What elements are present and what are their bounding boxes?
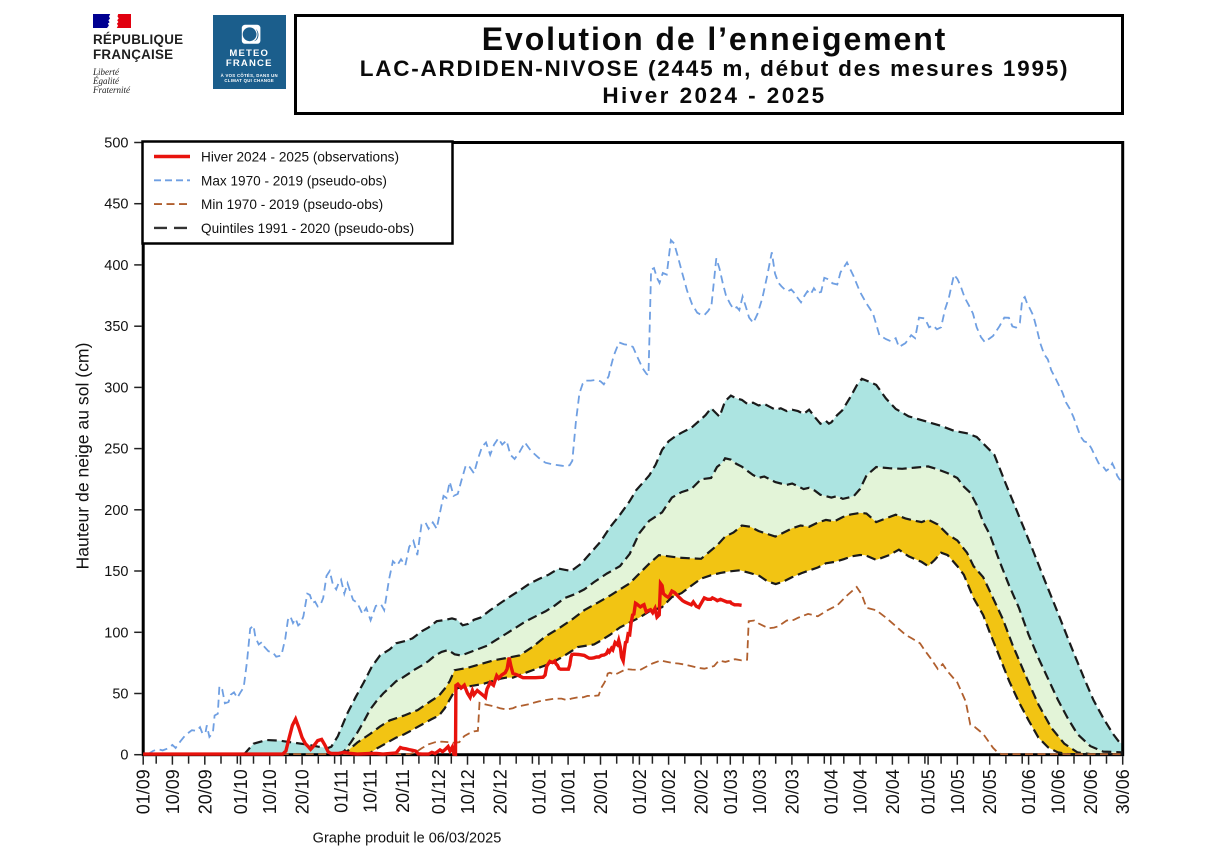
svg-text:200: 200 xyxy=(104,503,128,519)
svg-text:Min 1970 - 2019 (pseudo-obs): Min 1970 - 2019 (pseudo-obs) xyxy=(201,197,383,212)
svg-text:20/04: 20/04 xyxy=(883,769,903,814)
svg-text:01/01: 01/01 xyxy=(529,769,549,814)
svg-text:20/03: 20/03 xyxy=(782,769,802,814)
svg-text:01/09: 01/09 xyxy=(134,769,154,814)
svg-text:10/03: 10/03 xyxy=(750,769,770,814)
svg-text:20/01: 20/01 xyxy=(591,769,611,814)
svg-text:10/11: 10/11 xyxy=(361,769,381,813)
svg-text:01/12: 01/12 xyxy=(429,769,449,814)
svg-text:01/02: 01/02 xyxy=(630,769,650,814)
svg-text:01/06: 01/06 xyxy=(1019,769,1039,814)
svg-text:Hiver 2024 - 2025 (observation: Hiver 2024 - 2025 (observations) xyxy=(201,150,399,165)
svg-text:30/06: 30/06 xyxy=(1113,769,1133,814)
svg-text:Max 1970 - 2019 (pseudo-obs): Max 1970 - 2019 (pseudo-obs) xyxy=(201,173,387,188)
svg-text:20/06: 20/06 xyxy=(1081,769,1101,814)
svg-text:100: 100 xyxy=(104,625,128,641)
svg-text:10/04: 10/04 xyxy=(851,769,871,814)
svg-text:10/05: 10/05 xyxy=(948,769,968,814)
svg-text:150: 150 xyxy=(104,564,128,580)
svg-text:0: 0 xyxy=(120,748,128,764)
svg-text:20/05: 20/05 xyxy=(980,769,1000,814)
svg-text:250: 250 xyxy=(104,442,128,458)
svg-text:20/10: 20/10 xyxy=(293,769,313,814)
svg-text:20/11: 20/11 xyxy=(393,769,413,813)
svg-text:400: 400 xyxy=(104,258,128,274)
svg-text:450: 450 xyxy=(104,197,128,213)
svg-text:01/11: 01/11 xyxy=(332,769,352,813)
svg-text:10/02: 10/02 xyxy=(659,769,679,814)
svg-text:Hauteur de neige au sol (cm): Hauteur de neige au sol (cm) xyxy=(73,343,93,570)
svg-text:10/10: 10/10 xyxy=(260,769,280,814)
svg-text:01/04: 01/04 xyxy=(821,769,841,814)
svg-text:Quintiles 1991 - 2020 (pseudo-: Quintiles 1991 - 2020 (pseudo-obs) xyxy=(201,221,414,236)
svg-text:10/06: 10/06 xyxy=(1048,769,1068,814)
svg-text:50: 50 xyxy=(112,687,128,703)
svg-text:01/03: 01/03 xyxy=(721,769,741,814)
svg-text:20/02: 20/02 xyxy=(692,769,712,814)
svg-text:20/09: 20/09 xyxy=(195,769,215,814)
svg-text:350: 350 xyxy=(104,319,128,335)
svg-text:01/05: 01/05 xyxy=(919,769,939,814)
svg-text:20/12: 20/12 xyxy=(491,769,511,814)
svg-text:300: 300 xyxy=(104,380,128,396)
svg-text:500: 500 xyxy=(104,136,128,152)
svg-text:10/09: 10/09 xyxy=(163,769,183,814)
svg-text:10/12: 10/12 xyxy=(458,769,478,814)
svg-text:01/10: 01/10 xyxy=(231,769,251,814)
svg-text:10/01: 10/01 xyxy=(559,769,579,814)
svg-text:Graphe produit le 06/03/2025: Graphe produit le 06/03/2025 xyxy=(313,831,502,847)
